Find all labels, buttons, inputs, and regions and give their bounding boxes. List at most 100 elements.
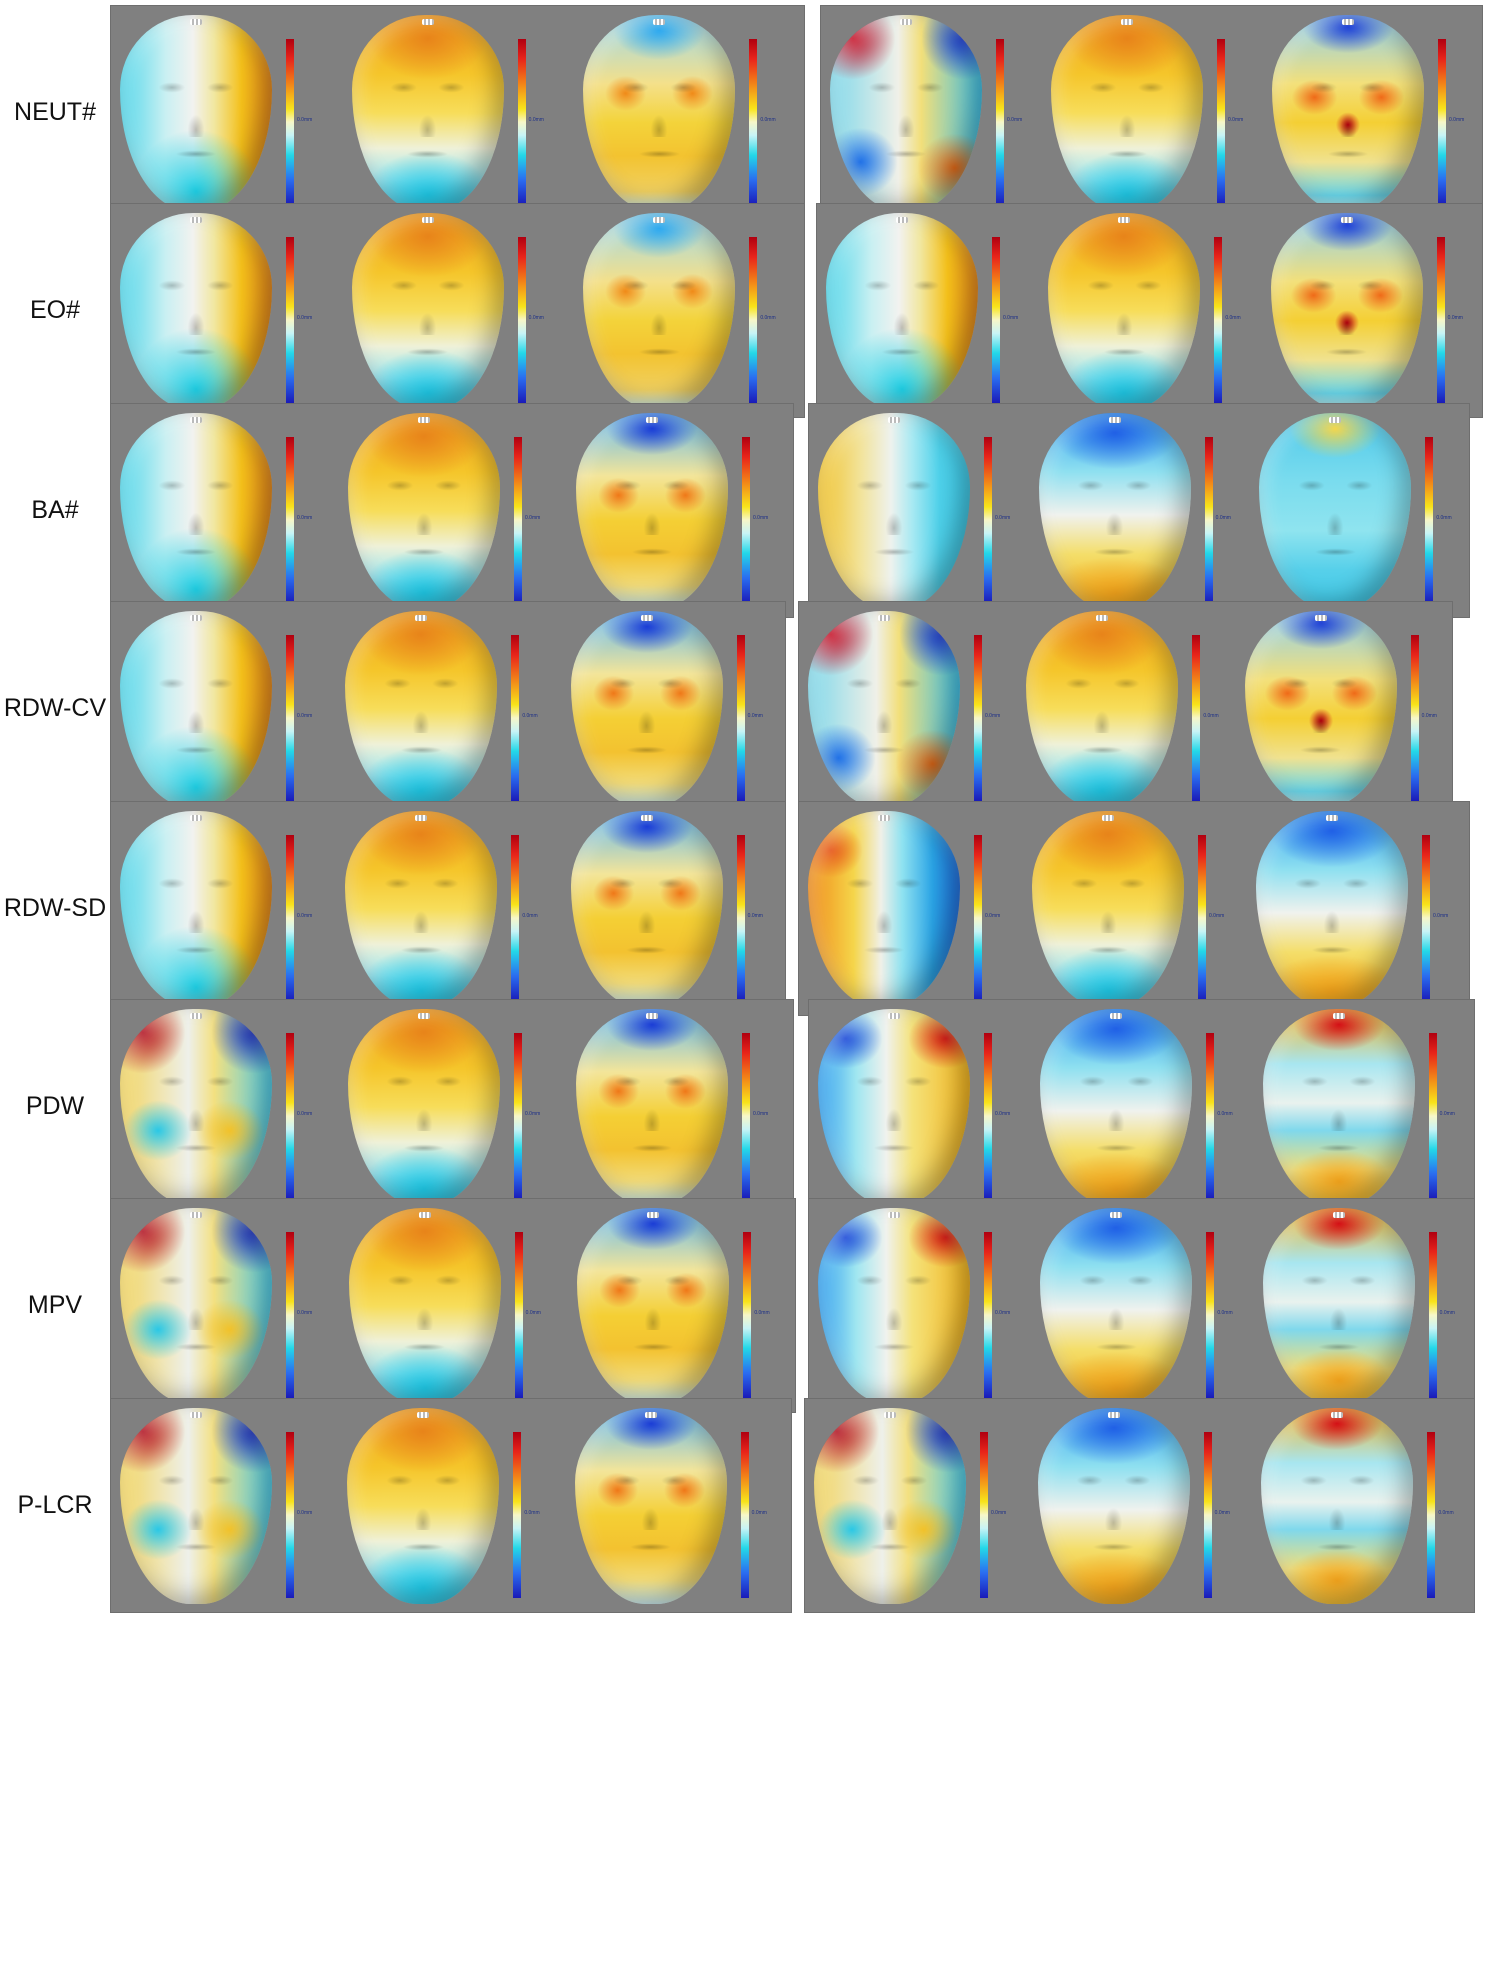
face-mouth [623, 1541, 678, 1554]
scale-zero-label: 0.0mm [522, 713, 538, 719]
face-nose [647, 101, 672, 137]
figure-row: NEUT# 0.0mm 0.0mm 0.0mm 0.0mm 0.0mm 0.0mm [0, 5, 1488, 220]
color-scale-bar [286, 39, 294, 205]
scale-zero-label: 0.0mm [751, 1510, 767, 1516]
face-mouth [1086, 1541, 1141, 1554]
face-heatmap-3 [1259, 413, 1412, 609]
scale-zero-label: 0.0mm [1225, 315, 1241, 321]
scale-zero-label: 0.0mm [297, 713, 313, 719]
scale-zero-label: 0.0mm [1421, 713, 1437, 719]
scale-zero-label: 0.0mm [297, 315, 313, 321]
face-nose [639, 1095, 665, 1131]
face-eyes [1073, 1073, 1159, 1090]
face-mouth [856, 744, 912, 757]
face-eyes [1071, 1472, 1157, 1489]
left-heatmap-panel: 0.0mm 0.0mm 0.0mm [110, 203, 805, 418]
face-eyes [1278, 675, 1364, 692]
face-mouth [395, 1541, 451, 1554]
face-nose [183, 1095, 209, 1131]
face-mouth [396, 1142, 452, 1155]
face-mouth [1309, 1541, 1365, 1554]
face-mouth [1307, 546, 1363, 559]
face-mouth [1320, 148, 1376, 161]
color-scale-bar [286, 1432, 294, 1598]
scale-zero-label: 0.0mm [1439, 1310, 1455, 1316]
face-heatmap-3 [576, 413, 728, 609]
face-heatmap-2 [351, 15, 504, 211]
left-heatmap-panel: 0.0mm 0.0mm 0.0mm [110, 1398, 792, 1613]
right-heatmap-panel: 0.0mm 0.0mm 0.0mm [804, 1398, 1475, 1613]
color-scale-bar [286, 635, 294, 801]
face-nose [1319, 897, 1345, 933]
figure-row: BA# 0.0mm 0.0mm 0.0mm 0.0mm 0.0mm 0.0mm [0, 403, 1488, 618]
face-eyes [610, 1272, 696, 1289]
face-heatmap-2 [348, 1009, 500, 1205]
face-nose [639, 499, 665, 535]
face-heatmap-2 [345, 811, 498, 1007]
face-eyes [1296, 1073, 1382, 1090]
face-nose [412, 1294, 437, 1330]
face-nose [409, 897, 434, 933]
left-heatmap-panel: 0.0mm 0.0mm 0.0mm [110, 5, 805, 220]
face-nose [415, 101, 440, 137]
face-nose [1102, 499, 1127, 535]
face-mouth [1311, 1341, 1366, 1354]
color-scale-bar [1427, 1432, 1436, 1598]
face-heatmap-1 [120, 413, 272, 609]
face-heatmap-1 [120, 611, 272, 807]
face-heatmap-1 [120, 811, 272, 1007]
face-mouth [866, 1142, 922, 1155]
face-heatmap-2 [1040, 1009, 1193, 1205]
figure-row: RDW-CV 0.0mm 0.0mm 0.0mm 0.0mm 0.0mm 0.0mm [0, 601, 1488, 816]
face-nose [638, 1494, 663, 1530]
scale-zero-label: 0.0mm [1203, 713, 1219, 719]
color-scale-bar [980, 1432, 988, 1598]
face-nose [183, 1294, 209, 1330]
face-heatmap-1 [120, 15, 272, 211]
face-nose [634, 897, 659, 933]
face-eyes [381, 477, 467, 494]
face-heatmap-2 [1048, 213, 1201, 409]
face-nose [1104, 1294, 1129, 1330]
face-eyes [153, 79, 239, 96]
face-eyes [851, 1073, 937, 1090]
face-eyes [382, 1272, 468, 1289]
face-nose [893, 101, 919, 137]
face-heatmap-2 [351, 213, 504, 409]
face-heatmap-2 [1032, 811, 1184, 1007]
face-eyes [863, 79, 949, 96]
face-mouth [1088, 1142, 1144, 1155]
scale-zero-label: 0.0mm [985, 713, 1001, 719]
face-eyes [381, 1073, 467, 1090]
row-label: BA# [31, 496, 79, 524]
face-eyes [1073, 1272, 1159, 1289]
scale-zero-label: 0.0mm [1003, 315, 1019, 321]
right-heatmap-panel: 0.0mm 0.0mm 0.0mm [808, 403, 1470, 618]
face-heatmap-1 [830, 15, 982, 211]
face-mouth [393, 744, 449, 757]
face-eyes [1296, 1272, 1382, 1289]
face-mouth [878, 148, 934, 161]
face-nose [1114, 101, 1140, 137]
face-eyes [847, 1472, 933, 1489]
scale-zero-label: 0.0mm [985, 913, 1001, 919]
face-heatmap-3 [583, 15, 736, 211]
face-nose [183, 697, 209, 733]
face-nose [1104, 1095, 1129, 1131]
face-heatmap-3 [574, 1408, 727, 1604]
face-nose [634, 697, 659, 733]
face-eyes [608, 1472, 694, 1489]
scale-zero-label: 0.0mm [1228, 117, 1244, 123]
row-label: P-LCR [17, 1491, 93, 1519]
face-nose [871, 897, 897, 933]
row-label: MPV [27, 1291, 83, 1319]
figure-row: RDW-SD 0.0mm 0.0mm 0.0mm 0.0mm 0.0mm 0.0mm [0, 801, 1488, 1016]
face-mouth [168, 546, 224, 559]
face-mouth [393, 944, 449, 957]
face-nose [183, 499, 209, 535]
figure-row: P-LCR 0.0mm 0.0mm 0.0mm 0.0mm 0.0mm 0.0mm [0, 1398, 1488, 1613]
face-heatmap-2 [1037, 1408, 1190, 1604]
color-scale-bar [749, 237, 758, 403]
face-heatmap-3 [1270, 213, 1423, 409]
face-mouth [862, 1541, 918, 1554]
